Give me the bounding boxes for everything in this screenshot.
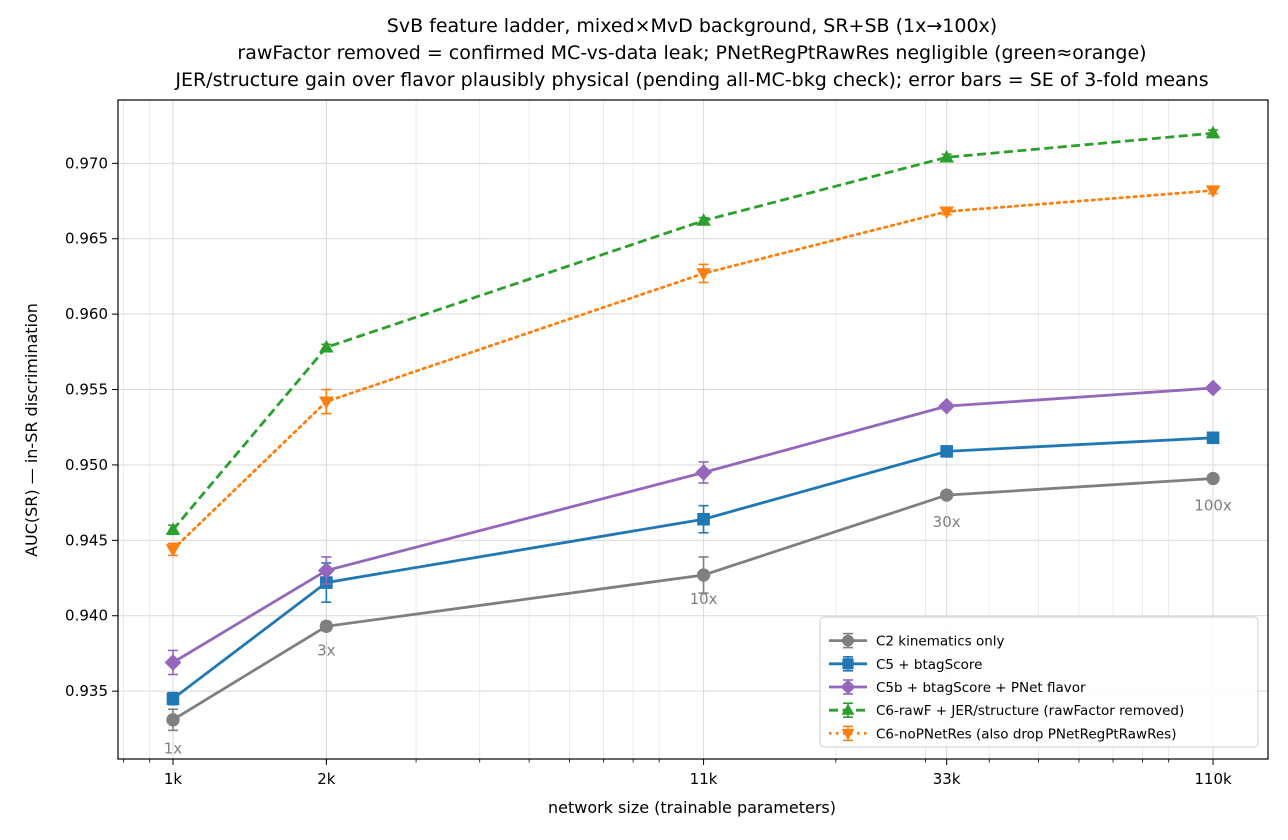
data-point bbox=[166, 713, 180, 727]
plot-frame bbox=[117, 99, 1269, 760]
point-annotation: 100x bbox=[1194, 497, 1232, 515]
legend-box bbox=[819, 616, 1259, 748]
legend-item: C5b + btagScore + PNet flavor bbox=[829, 679, 1086, 696]
legend-label: C5b + btagScore + PNet flavor bbox=[876, 680, 1086, 696]
legend-marker bbox=[840, 679, 856, 695]
y-tick-label: 0.945 bbox=[65, 531, 108, 549]
data-point bbox=[319, 339, 334, 353]
legend-item: C6-rawF + JER/structure (rawFactor remov… bbox=[829, 702, 1184, 719]
point-annotation: 10x bbox=[690, 590, 718, 608]
series bbox=[165, 125, 1221, 536]
legend-marker bbox=[841, 728, 855, 740]
data-point bbox=[1205, 185, 1221, 198]
series-line bbox=[171, 131, 1214, 531]
data-point bbox=[1206, 431, 1220, 445]
legend: C2 kinematics only C5 + btagScore C5b + bt… bbox=[819, 616, 1259, 748]
legend-label: C6-rawF + JER/structure (rawFactor remov… bbox=[876, 703, 1184, 719]
y-tick-label: 0.940 bbox=[65, 607, 108, 625]
x-axis-label: network size (trainable parameters) bbox=[548, 798, 836, 817]
legend-marker bbox=[842, 634, 854, 647]
y-tick-label: 0.970 bbox=[65, 154, 108, 172]
legend-item: C2 kinematics only bbox=[829, 632, 1005, 650]
y-tick-label: 0.955 bbox=[65, 381, 108, 399]
title-line-3: JER/structure gain over flavor plausibly… bbox=[174, 69, 1208, 91]
title-line-1: SvB feature ladder, mixed×MvD background… bbox=[387, 15, 997, 37]
series-layer bbox=[164, 125, 1222, 732]
axes: 1k 2k 11k 33k 110k 0.935 0.940 0.945 0.950 0.955 0… bbox=[65, 154, 1232, 788]
data-point bbox=[1205, 125, 1221, 139]
data-point bbox=[940, 488, 954, 502]
x-tick-label: 11k bbox=[690, 770, 718, 788]
legend-item: C6-noPNetRes (also drop PNetRegPtRawRes) bbox=[829, 725, 1176, 742]
data-point bbox=[319, 396, 334, 409]
y-tick-label: 0.960 bbox=[65, 305, 108, 323]
data-point bbox=[1206, 471, 1220, 486]
y-tick-label: 0.950 bbox=[65, 456, 108, 474]
legend-label: C5 + btagScore bbox=[876, 657, 982, 673]
data-point bbox=[939, 149, 955, 163]
x-tick-label: 110k bbox=[1194, 770, 1232, 788]
data-point bbox=[166, 692, 180, 705]
data-point bbox=[940, 445, 953, 458]
series bbox=[166, 471, 1220, 732]
data-point bbox=[696, 268, 711, 281]
data-point bbox=[319, 619, 334, 633]
point-annotation: 3x bbox=[317, 641, 336, 659]
x-tick-label: 2k bbox=[317, 770, 336, 788]
data-point bbox=[165, 522, 181, 535]
data-point bbox=[696, 568, 711, 582]
series bbox=[165, 185, 1221, 557]
data-point bbox=[1204, 379, 1222, 397]
data-point bbox=[938, 397, 956, 415]
series bbox=[164, 379, 1222, 676]
legend-label: C2 kinematics only bbox=[876, 634, 1005, 650]
point-annotation: 1x bbox=[164, 739, 183, 757]
legend-marker bbox=[841, 703, 855, 715]
legend-label: C6-noPNetRes (also drop PNetRegPtRawRes) bbox=[876, 726, 1176, 742]
x-tick-label: 33k bbox=[933, 770, 961, 788]
data-point bbox=[696, 213, 711, 226]
data-point bbox=[317, 562, 335, 579]
chart-title: SvB feature ladder, mixed×MvD background… bbox=[174, 15, 1208, 91]
title-line-2: rawFactor removed = confirmed MC-vs-data… bbox=[237, 42, 1146, 64]
data-point bbox=[939, 206, 955, 219]
series-line bbox=[171, 189, 1215, 551]
y-tick-label: 0.965 bbox=[65, 230, 108, 248]
data-point bbox=[165, 544, 181, 557]
data-point bbox=[697, 512, 710, 526]
point-annotation: 30x bbox=[933, 513, 961, 531]
y-tick-label: 0.935 bbox=[65, 682, 108, 700]
annotations: 1x 3x 10x 30x 100x bbox=[164, 497, 1232, 758]
legend-marker bbox=[842, 658, 854, 670]
x-tick-label: 1k bbox=[164, 770, 183, 788]
y-axis-label: AUC(SR) — in-SR discrimination bbox=[22, 303, 41, 557]
data-point bbox=[695, 464, 712, 481]
data-point bbox=[164, 654, 182, 671]
legend-item: C5 + btagScore bbox=[829, 655, 982, 673]
